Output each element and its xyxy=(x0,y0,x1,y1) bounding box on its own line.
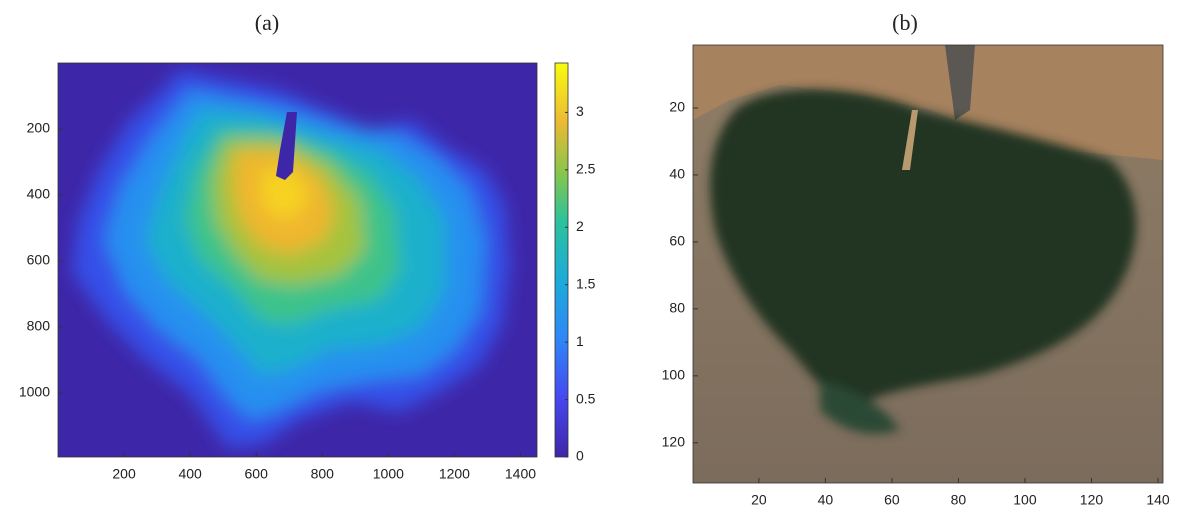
x-tick-label: 80 xyxy=(951,492,967,508)
depth-map xyxy=(58,63,537,457)
x-tick-label: 200 xyxy=(112,466,136,482)
y-tick-label: 80 xyxy=(669,300,685,316)
x-tick-label: 1000 xyxy=(373,466,404,482)
colorbar xyxy=(554,62,569,458)
x-tick-label: 20 xyxy=(751,492,767,508)
x-tick-label: 60 xyxy=(884,492,900,508)
x-tick-label: 100 xyxy=(1013,492,1037,508)
colorbar-tick-label: 1.5 xyxy=(576,275,596,291)
y-tick-label: 400 xyxy=(27,186,51,202)
y-tick-label: 40 xyxy=(669,166,685,182)
colorbar-tick-label: 3 xyxy=(576,103,584,119)
y-tick-label: 100 xyxy=(662,367,686,383)
colorbar-tick-label: 2 xyxy=(576,218,584,234)
panel-title: (b) xyxy=(892,10,918,35)
x-tick-label: 1400 xyxy=(505,466,536,482)
satellite-image xyxy=(693,45,1163,483)
y-tick-label: 600 xyxy=(27,252,51,268)
y-tick-label: 60 xyxy=(669,233,685,249)
y-tick-label: 120 xyxy=(662,434,686,450)
colorbar-tick-label: 0 xyxy=(576,448,584,464)
y-tick-label: 20 xyxy=(669,99,685,115)
y-tick-label: 800 xyxy=(27,318,51,334)
x-tick-label: 1200 xyxy=(439,466,470,482)
x-tick-label: 800 xyxy=(311,466,335,482)
panel-title: (a) xyxy=(255,10,279,35)
x-tick-label: 40 xyxy=(818,492,834,508)
y-tick-label: 1000 xyxy=(19,384,50,400)
y-tick-label: 200 xyxy=(27,120,51,136)
colorbar-tick-label: 0.5 xyxy=(576,390,596,406)
x-tick-label: 120 xyxy=(1080,492,1104,508)
colorbar-tick-label: 2.5 xyxy=(576,161,596,177)
x-tick-label: 400 xyxy=(178,466,202,482)
x-tick-label: 140 xyxy=(1146,492,1170,508)
colorbar-tick-label: 1 xyxy=(576,333,584,349)
x-tick-label: 600 xyxy=(245,466,269,482)
